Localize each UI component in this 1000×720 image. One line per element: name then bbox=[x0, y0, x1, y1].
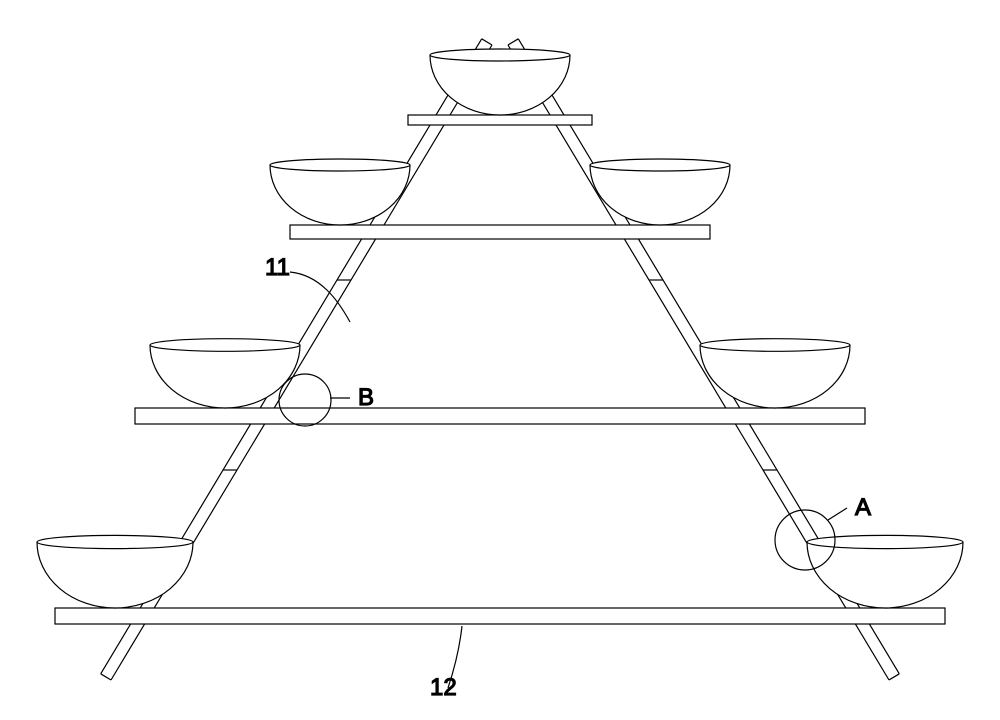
callout-label-11: 11 bbox=[265, 254, 290, 281]
shelf bbox=[290, 225, 710, 239]
bowl bbox=[700, 339, 850, 408]
bowl bbox=[270, 159, 410, 225]
bowl bbox=[807, 535, 963, 608]
shelf bbox=[408, 115, 592, 125]
shelf bbox=[55, 608, 945, 624]
bowl bbox=[590, 159, 730, 225]
bowls bbox=[37, 49, 963, 608]
callouts: 11 12 bbox=[265, 254, 462, 701]
shelf bbox=[135, 408, 865, 424]
detail-label-B: B bbox=[358, 384, 374, 411]
bowl bbox=[37, 535, 193, 608]
bowl bbox=[430, 49, 570, 115]
detail-label-A: A bbox=[855, 494, 871, 521]
callout-label-12: 12 bbox=[430, 674, 457, 701]
bowl bbox=[150, 339, 300, 408]
